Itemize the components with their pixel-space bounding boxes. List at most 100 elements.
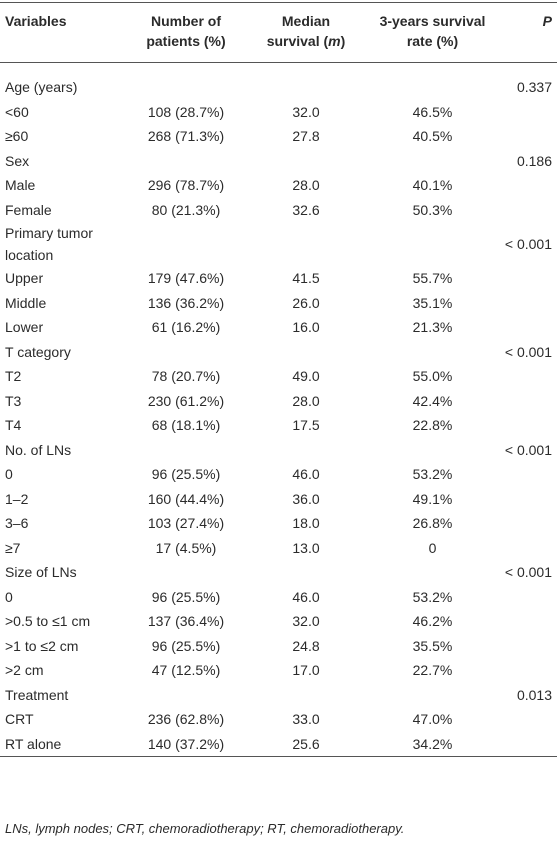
table-row: CRT 236 (62.8%) 33.0 47.0%: [0, 707, 557, 732]
table-cell: 42.4%: [365, 389, 500, 414]
table-cell: 80 (21.3%): [125, 198, 247, 223]
table-cell: Treatment: [0, 683, 125, 708]
cell-text: 17.5: [292, 417, 320, 434]
cell-text: Primary tumor location: [5, 225, 93, 263]
cell-text: 78 (20.7%): [151, 368, 221, 385]
table-cell: 236 (62.8%): [125, 707, 247, 732]
table-cell: 40.5%: [365, 124, 500, 149]
cell-text: < 0.001: [504, 236, 552, 252]
table-cell: 268 (71.3%): [125, 124, 247, 149]
cell-text: 26.8%: [412, 515, 453, 532]
cell-text: 26.0: [292, 294, 320, 311]
cell-text: 21.3%: [412, 319, 453, 336]
cell-text: < 0.001: [504, 343, 552, 360]
cell-text: 32.6: [292, 201, 320, 218]
table-cell: ≥7: [0, 536, 125, 561]
table-cell: [365, 222, 500, 266]
table-cell: 96 (25.5%): [125, 585, 247, 610]
table-body: Age (years) 0.337 <60 108 (28.7%) 32.0 46.5% ≥…: [0, 63, 557, 757]
cell-text: 0.186: [516, 152, 552, 169]
table-cell: 17.5: [247, 413, 365, 438]
table-cell: [500, 707, 557, 732]
table-cell: 46.0: [247, 585, 365, 610]
cell-text: 3–6: [5, 515, 29, 532]
cell-text: 46.2%: [412, 613, 453, 630]
cell-text: >1 to ≤2 cm: [5, 637, 79, 654]
table-cell: 53.2%: [365, 585, 500, 610]
table-cell: 32.0: [247, 609, 365, 634]
table-cell: 32.0: [247, 100, 365, 125]
header-cell: Number of patients (%): [125, 3, 247, 63]
table-cell: [125, 63, 247, 100]
cell-text: 68 (18.1%): [151, 417, 221, 434]
cell-text: 28.0: [292, 392, 320, 409]
table-cell: [500, 732, 557, 757]
cell-text: 0: [5, 466, 13, 483]
table-row: ≥7 17 (4.5%) 13.0 0: [0, 536, 557, 561]
cell-text: RT alone: [5, 735, 62, 752]
cell-text: 36.0: [292, 490, 320, 507]
cell-text: 53.2%: [412, 588, 453, 605]
survival-table: Variables Number of patients (%) Median su…: [0, 2, 557, 757]
table-cell: [500, 315, 557, 340]
cell-text: 80 (21.3%): [151, 201, 221, 218]
cell-text: 96 (25.5%): [151, 588, 221, 605]
table-cell: 55.7%: [365, 266, 500, 291]
cell-text: 96 (25.5%): [151, 637, 221, 654]
cell-text: 28.0: [292, 177, 320, 194]
table-cell: 22.8%: [365, 413, 500, 438]
table-cell: Primary tumor location: [0, 222, 125, 266]
header-run: Variables: [5, 13, 67, 29]
table-cell: 230 (61.2%): [125, 389, 247, 414]
cell-text: Treatment: [5, 686, 69, 703]
table-cell: 36.0: [247, 487, 365, 512]
header-run: m: [328, 33, 341, 49]
table-cell: <60: [0, 100, 125, 125]
table-cell: T4: [0, 413, 125, 438]
table-row: Age (years) 0.337: [0, 63, 557, 100]
table-row: 0 96 (25.5%) 46.0 53.2%: [0, 585, 557, 610]
table-row: 1–2 160 (44.4%) 36.0 49.1%: [0, 487, 557, 512]
header-run: Number of patients (%): [146, 13, 226, 49]
table-cell: [125, 438, 247, 463]
table-cell: [500, 389, 557, 414]
table-cell: 35.5%: [365, 634, 500, 659]
table-cell: 34.2%: [365, 732, 500, 757]
cell-text: 40.1%: [412, 177, 453, 194]
table-cell: [500, 658, 557, 683]
cell-text: 49.0: [292, 368, 320, 385]
table-cell: Upper: [0, 266, 125, 291]
table-cell: 3–6: [0, 511, 125, 536]
cell-text: 46.0: [292, 466, 320, 483]
cell-text: Size of LNs: [5, 564, 77, 581]
table-cell: [500, 266, 557, 291]
table-cell: 26.0: [247, 291, 365, 316]
table-row: <60 108 (28.7%) 32.0 46.5%: [0, 100, 557, 125]
table-cell: [500, 100, 557, 125]
cell-text: Sex: [5, 152, 30, 169]
table-cell: [500, 609, 557, 634]
cell-text: 137 (36.4%): [147, 613, 225, 630]
table-cell: 0.186: [500, 149, 557, 174]
table-cell: [247, 560, 365, 585]
cell-text: ≥7: [5, 539, 21, 556]
header-text: Variables: [5, 11, 67, 31]
table-cell: [500, 462, 557, 487]
table-row: T4 68 (18.1%) 17.5 22.8%: [0, 413, 557, 438]
table-row: ≥60 268 (71.3%) 27.8 40.5%: [0, 124, 557, 149]
cell-text: 268 (71.3%): [147, 128, 225, 145]
table-row: Size of LNs < 0.001: [0, 560, 557, 585]
table-cell: >1 to ≤2 cm: [0, 634, 125, 659]
table-cell: < 0.001: [500, 560, 557, 585]
cell-text: 0.337: [516, 79, 552, 96]
header-text: Median survival (m): [266, 11, 346, 51]
footnote: LNs, lymph nodes; CRT, chemoradiotherapy…: [5, 821, 405, 836]
header-text: 3-years survival rate (%): [370, 11, 495, 51]
table-cell: [247, 683, 365, 708]
table-cell: 179 (47.6%): [125, 266, 247, 291]
table-cell: 96 (25.5%): [125, 634, 247, 659]
table-row: >2 cm 47 (12.5%) 17.0 22.7%: [0, 658, 557, 683]
table-cell: 46.2%: [365, 609, 500, 634]
cell-text: Upper: [5, 270, 44, 287]
table-cell: [365, 149, 500, 174]
